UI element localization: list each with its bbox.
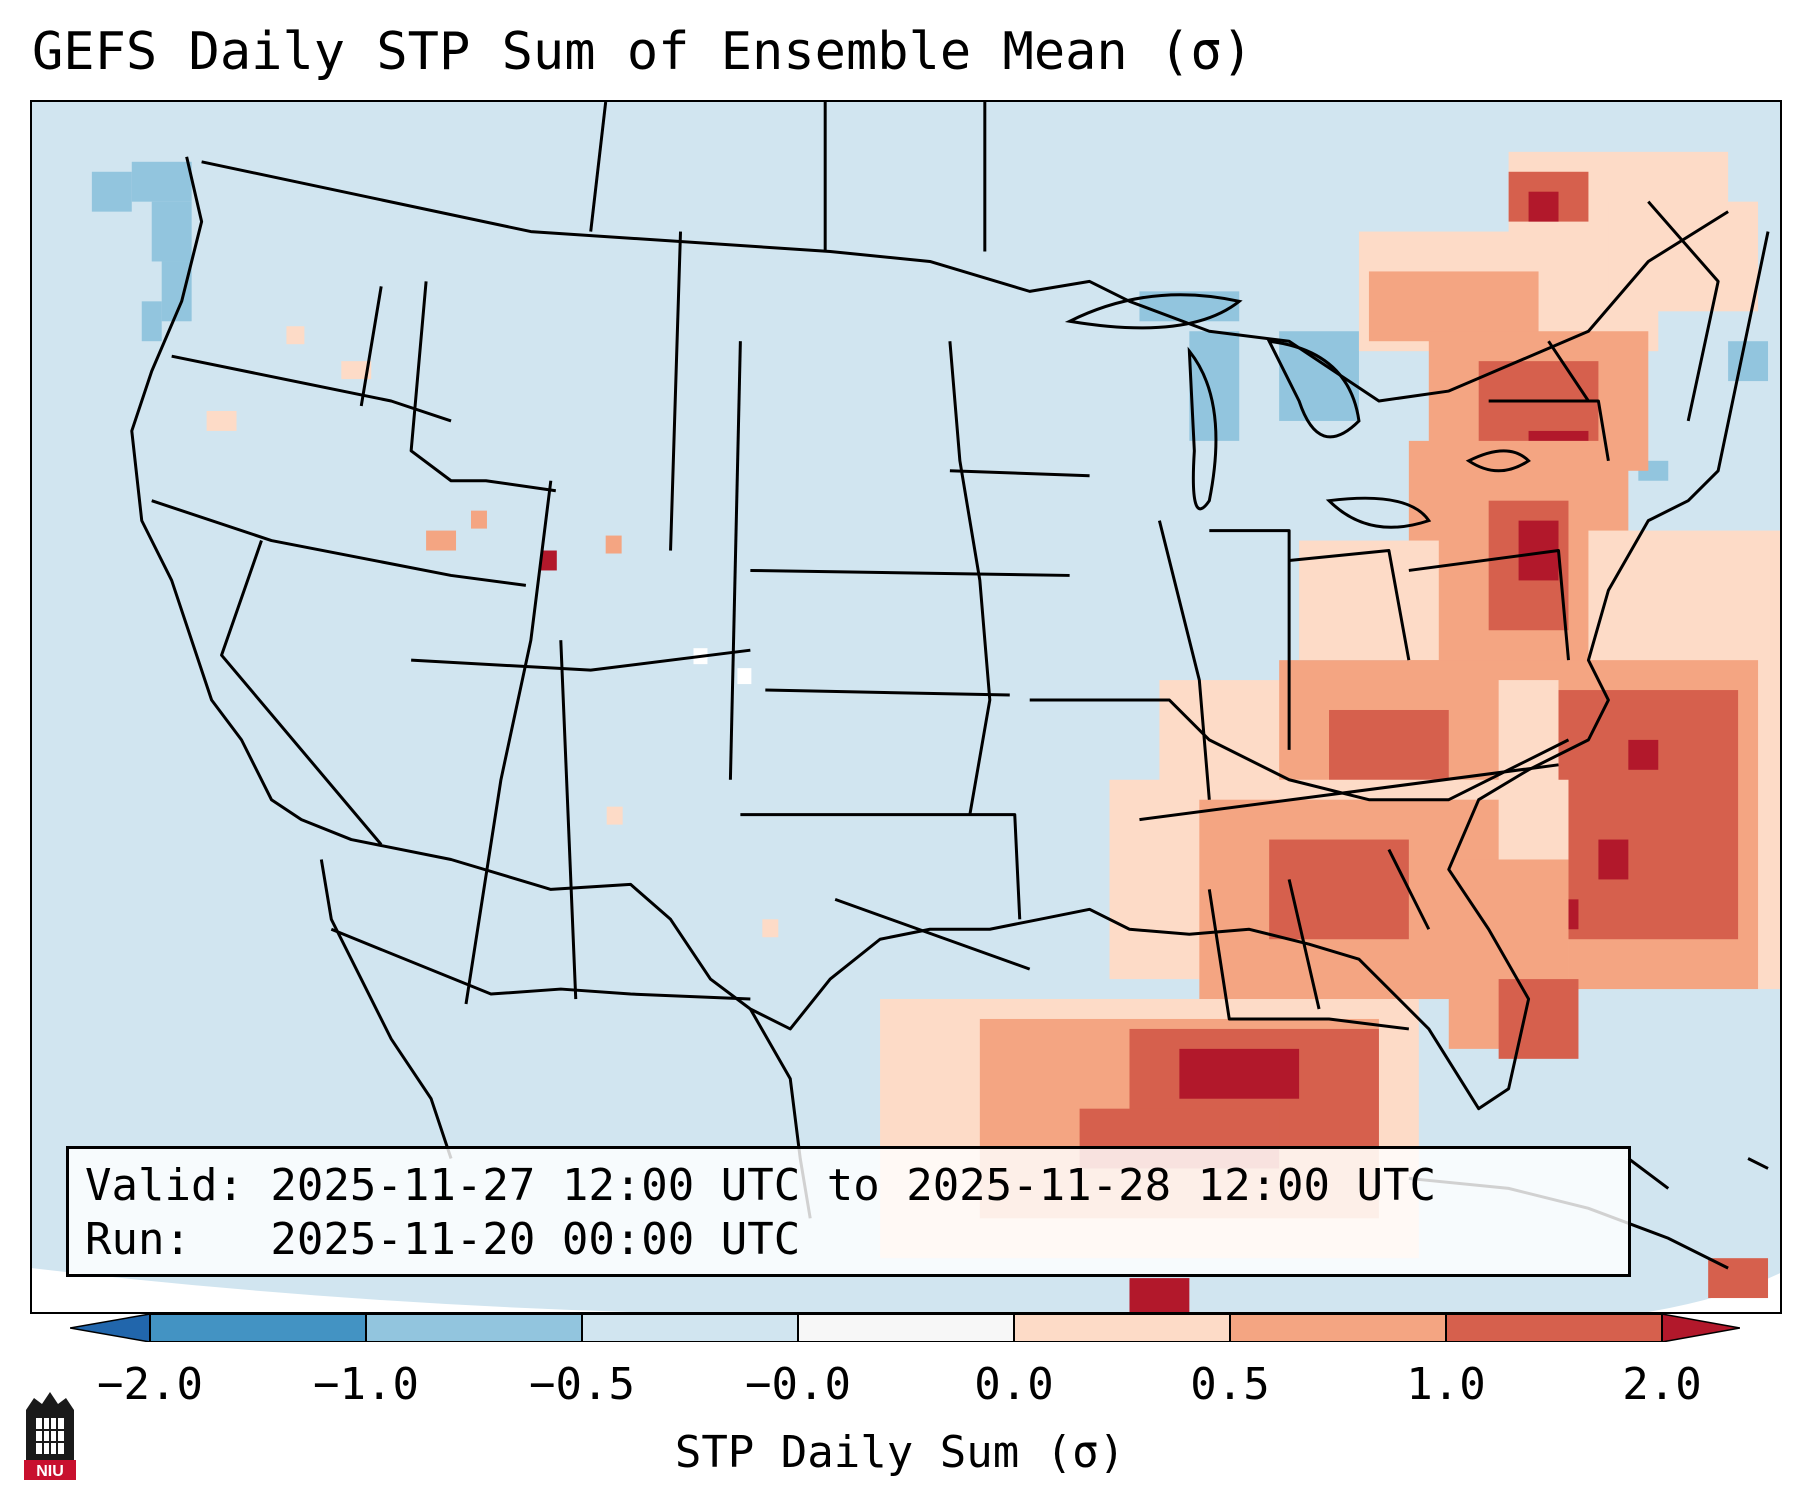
stp-cell [206, 410, 237, 431]
stp-cell [426, 530, 457, 551]
colorbar-label: STP Daily Sum (σ) [674, 1427, 1126, 1478]
stp-cell [91, 171, 132, 212]
colorbar-extend-left [70, 1314, 151, 1342]
valid-time-box: Valid: 2025-11-27 12:00 UTC to 2025-11-2… [66, 1146, 1631, 1277]
colorbar-segment [150, 1314, 366, 1342]
stp-cell [470, 510, 487, 529]
stp-cell [1498, 979, 1579, 1059]
stp-cell [1628, 739, 1659, 770]
colorbar [70, 1314, 1740, 1342]
stp-cell [1728, 341, 1769, 382]
map-title: GEFS Daily STP Sum of Ensemble Mean (σ) [32, 22, 1253, 82]
colorbar-tick-label: −0.5 [529, 1359, 635, 1410]
stp-cell [1528, 191, 1559, 222]
stp-cell [1299, 540, 1439, 661]
colorbar-tick-label: 1.0 [1406, 1359, 1486, 1410]
colorbar-tick-label: 2.0 [1622, 1359, 1702, 1410]
stp-cell [1598, 839, 1629, 880]
colorbar-segment [582, 1314, 798, 1342]
state-boundaries [130, 102, 1770, 1111]
stp-cell [1129, 1278, 1190, 1312]
valid-time-text: Valid: 2025-11-27 12:00 UTC to 2025-11-2… [85, 1160, 1437, 1211]
colorbar-segment [1230, 1314, 1446, 1342]
stp-cell [131, 161, 192, 202]
colorbar-segment [1446, 1314, 1662, 1342]
logo-text: NIU [36, 1463, 64, 1480]
colorbar-tick-label: −1.0 [313, 1359, 419, 1410]
us-outline [130, 156, 1770, 1111]
stp-cell [540, 550, 557, 571]
stp-cell [151, 201, 192, 262]
stp-cell [286, 326, 305, 345]
colorbar-tick-label: −0.0 [745, 1359, 851, 1410]
colorbar-segment [366, 1314, 582, 1342]
stp-cell [1368, 271, 1539, 342]
map-panel [30, 100, 1782, 1314]
stp-cell [737, 668, 752, 685]
run-time-text: Run: 2025-11-20 00:00 UTC [85, 1214, 801, 1265]
stp-cell [341, 361, 372, 380]
colorbar-extend-right [1661, 1314, 1740, 1342]
stp-cell [141, 301, 162, 342]
projection-edge [32, 1268, 631, 1312]
map-canvas [32, 102, 1780, 1312]
colorbar-tick-label: −2.0 [97, 1359, 203, 1410]
stp-cell [1329, 709, 1449, 790]
stp-cell [1608, 201, 1759, 312]
projection-edge-right [1648, 1273, 1780, 1312]
stp-cell [1179, 1048, 1300, 1099]
stp-cell [762, 919, 779, 938]
colorbar-tick-label: 0.5 [1190, 1359, 1270, 1410]
niu-logo-icon: NIU [24, 1392, 76, 1480]
colorbar-segment [798, 1314, 1014, 1342]
stp-cell [605, 535, 622, 554]
great-lakes [1064, 293, 1531, 529]
canada-border [201, 160, 1729, 403]
stp-field-layer [91, 151, 1780, 1312]
colorbar-segment [1014, 1314, 1230, 1342]
colorbar-tick-label: 0.0 [974, 1359, 1054, 1410]
stp-cell [606, 806, 623, 825]
